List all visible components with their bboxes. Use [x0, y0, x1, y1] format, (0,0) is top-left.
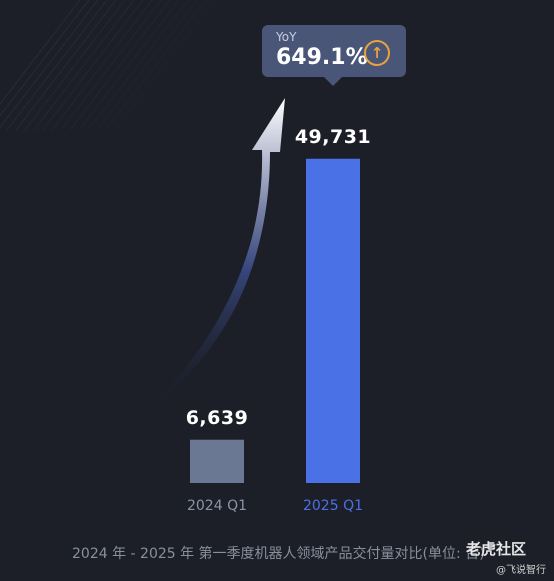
- yoy-value: 649.1%: [276, 45, 368, 70]
- category-label-2025-q1: 2025 Q1: [302, 498, 363, 514]
- watermark-brand: 老虎社区: [466, 540, 527, 558]
- chart-caption: 2024 年 - 2025 年 第一季度机器人领域产品交付量对比(单位: 台): [72, 546, 485, 562]
- bar-2025-q1: [306, 158, 360, 483]
- background-diagonal-lines: [0, 0, 135, 131]
- data-label-2025-q1: 49,731: [294, 125, 372, 148]
- yoy-label: YoY: [276, 30, 297, 44]
- yoy-callout: YoY 649.1% ↑: [262, 25, 406, 86]
- growth-arrow: [145, 98, 285, 412]
- watermark-sub: @飞说智行: [496, 565, 546, 576]
- data-label-2024-q1: 6,639: [185, 406, 249, 429]
- category-label-2024-q1: 2024 Q1: [186, 498, 247, 514]
- bar-2024-q1: [190, 439, 244, 483]
- arrow-up-icon: ↑: [364, 40, 390, 66]
